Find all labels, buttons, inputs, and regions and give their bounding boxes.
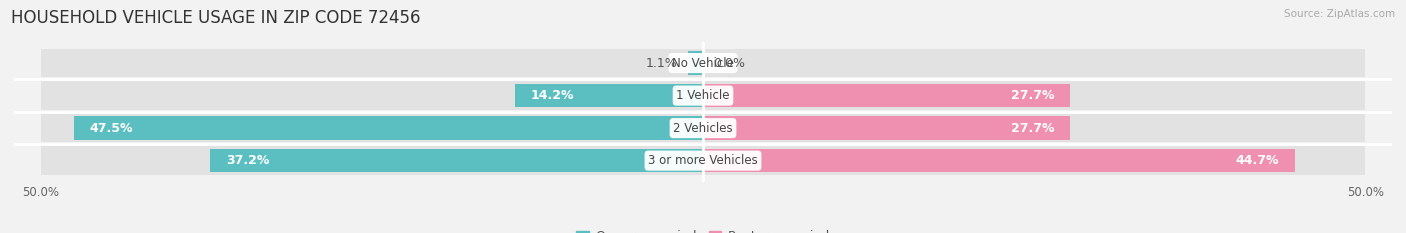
Text: 27.7%: 27.7%	[1011, 122, 1054, 135]
Text: 27.7%: 27.7%	[1011, 89, 1054, 102]
Bar	[515, 84, 703, 107]
Text: No Vehicle: No Vehicle	[672, 57, 734, 70]
Text: 1.1%: 1.1%	[647, 57, 678, 70]
Text: 37.2%: 37.2%	[226, 154, 270, 167]
Text: 3 or more Vehicles: 3 or more Vehicles	[648, 154, 758, 167]
Text: HOUSEHOLD VEHICLE USAGE IN ZIP CODE 72456: HOUSEHOLD VEHICLE USAGE IN ZIP CODE 7245…	[11, 9, 420, 27]
Bar	[703, 116, 1070, 140]
Bar	[703, 149, 1295, 172]
Text: 0.0%: 0.0%	[714, 57, 745, 70]
Text: 44.7%: 44.7%	[1236, 154, 1279, 167]
Bar	[73, 116, 703, 140]
Bar	[689, 51, 703, 75]
Legend: Owner-occupied, Renter-occupied: Owner-occupied, Renter-occupied	[571, 225, 835, 233]
Bar	[41, 81, 1365, 110]
Text: Source: ZipAtlas.com: Source: ZipAtlas.com	[1284, 9, 1395, 19]
Bar	[703, 84, 1070, 107]
Text: 14.2%: 14.2%	[531, 89, 574, 102]
Text: 47.5%: 47.5%	[90, 122, 134, 135]
Bar	[209, 149, 703, 172]
Bar	[41, 146, 1365, 175]
Bar	[41, 49, 1365, 77]
Text: 1 Vehicle: 1 Vehicle	[676, 89, 730, 102]
Bar	[41, 114, 1365, 142]
Text: 2 Vehicles: 2 Vehicles	[673, 122, 733, 135]
